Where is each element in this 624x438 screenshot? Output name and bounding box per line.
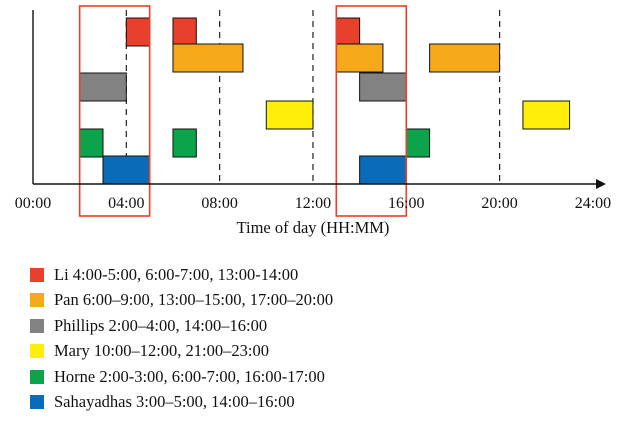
- legend-swatch: [30, 318, 44, 333]
- bar-li: [125, 17, 151, 47]
- legend-label: Mary 10:00–12:00, 21:00–23:00: [54, 341, 269, 361]
- legend-swatch: [30, 267, 44, 282]
- x-axis-title: Time of day (HH:MM): [236, 218, 389, 237]
- x-tick-label: 12:00: [295, 195, 331, 212]
- bar-phillips: [79, 72, 127, 102]
- legend-label: Pan 6:00–9:00, 13:00–15:00, 17:00–20:00: [54, 290, 334, 310]
- legend-label: Li 4:00-5:00, 6:00-7:00, 13:00-14:00: [54, 264, 299, 284]
- legend-item: Horne 2:00-3:00, 6:00-7:00, 16:00-17:00: [30, 364, 333, 390]
- x-tick-label: 24:00: [575, 195, 611, 212]
- legend-swatch: [30, 369, 44, 384]
- bar-mary: [522, 100, 571, 130]
- bar-pan: [172, 43, 244, 73]
- x-axis-arrow: [596, 179, 606, 189]
- legend-item: Pan 6:00–9:00, 13:00–15:00, 17:00–20:00: [30, 288, 333, 314]
- bar-phillips: [359, 72, 407, 102]
- bar-horne: [79, 128, 104, 158]
- gantt-plot: 00:00 04:00 08:00 12:00 16:00 20:00 24:00 Time …: [15, 5, 611, 237]
- legend-item: Li 4:00-5:00, 6:00-7:00, 13:00-14:00: [30, 262, 333, 288]
- legend-swatch: [30, 344, 44, 359]
- legend-label: Phillips 2:00–4:00, 14:00–16:00: [54, 315, 268, 335]
- x-tick-label: 00:00: [15, 195, 51, 212]
- x-tick-label: 20:00: [481, 195, 517, 212]
- legend-label: Horne 2:00-3:00, 6:00-7:00, 16:00-17:00: [54, 366, 325, 386]
- bar-mary: [265, 100, 314, 130]
- x-tick-label: 08:00: [201, 195, 237, 212]
- x-tick-label: 16:00: [388, 195, 424, 212]
- bar-li: [172, 17, 197, 47]
- bar-horne: [405, 128, 431, 158]
- legend-swatch: [30, 395, 44, 410]
- legend-item: Phillips 2:00–4:00, 14:00–16:00: [30, 313, 333, 339]
- bar-horne: [172, 128, 197, 158]
- legend: Li 4:00-5:00, 6:00-7:00, 13:00-14:00 Pan …: [30, 262, 333, 415]
- legend-swatch: [30, 293, 44, 308]
- legend-label: Sahayadhas 3:00–5:00, 14:00–16:00: [54, 392, 295, 412]
- x-tick-label: 04:00: [108, 195, 144, 212]
- bar-li: [335, 17, 361, 47]
- highlight-window: [78, 5, 151, 217]
- bar-sahayadhas: [359, 155, 407, 185]
- legend-item: Mary 10:00–12:00, 21:00–23:00: [30, 339, 333, 365]
- bar-sahayadhas: [102, 155, 151, 185]
- highlight-window: [335, 5, 408, 217]
- bar-pan: [429, 43, 501, 73]
- bar-pan: [335, 43, 384, 73]
- legend-item: Sahayadhas 3:00–5:00, 14:00–16:00: [30, 390, 333, 416]
